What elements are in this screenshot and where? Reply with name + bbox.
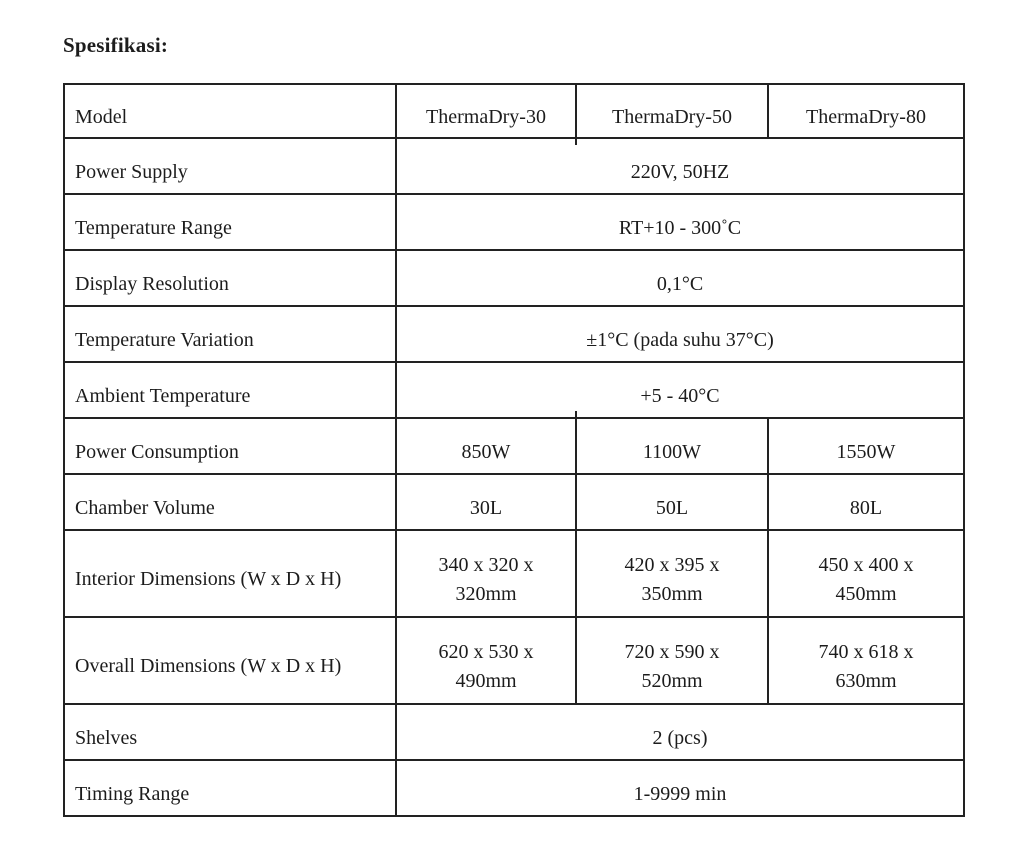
spec-value: +5 - 40°C	[395, 363, 963, 417]
table-row-overall-dimensions: Overall Dimensions (W x D x H) 620 x 530…	[65, 616, 963, 703]
spec-label: Display Resolution	[75, 272, 229, 295]
spec-value: 0,1°C	[395, 251, 963, 305]
table-row-temperature-range: Temperature Range RT+10 - 300˚C	[65, 193, 963, 249]
specification-table: Model ThermaDry-30 ThermaDry-50 ThermaDr…	[63, 83, 965, 817]
table-row-temperature-variation: Temperature Variation ±1°C (pada suhu 37…	[65, 305, 963, 361]
spec-label: Timing Range	[75, 782, 190, 805]
spec-label: Overall Dimensions (W x D x H)	[75, 655, 342, 677]
spec-label: Power Supply	[75, 160, 188, 183]
table-row-shelves: Shelves 2 (pcs)	[65, 703, 963, 759]
table-row-interior-dimensions: Interior Dimensions (W x D x H) 340 x 32…	[65, 529, 963, 616]
spec-value: 740 x 618 x 630mm	[767, 618, 963, 703]
table-row-model: Model ThermaDry-30 ThermaDry-50 ThermaDr…	[65, 85, 963, 137]
spec-value: ±1°C (pada suhu 37°C)	[395, 307, 963, 361]
spec-value: 50L	[575, 475, 767, 529]
spec-value: RT+10 - 300˚C	[395, 195, 963, 249]
spec-value: 720 x 590 x 520mm	[575, 618, 767, 703]
spec-value: 850W	[395, 419, 575, 473]
model-name: ThermaDry-30	[395, 85, 575, 137]
spec-value: 340 x 320 x 320mm	[395, 531, 575, 616]
page-title: Spesifikasi:	[63, 33, 169, 57]
spec-value: 220V, 50HZ	[395, 139, 963, 193]
spec-value: 1550W	[767, 419, 963, 473]
table-row-timing-range: Timing Range 1-9999 min	[65, 759, 963, 815]
spec-label: Ambient Temperature	[75, 384, 251, 407]
border-artifact	[575, 139, 577, 145]
spec-value: 2 (pcs)	[395, 705, 963, 759]
model-name: ThermaDry-80	[767, 85, 963, 137]
spec-label: Interior Dimensions (W x D x H)	[75, 568, 342, 590]
table-row-chamber-volume: Chamber Volume 30L 50L 80L	[65, 473, 963, 529]
border-artifact	[575, 411, 577, 417]
spec-label: Power Consumption	[75, 440, 239, 463]
spec-label: Temperature Range	[75, 216, 232, 239]
table-row-power-supply: Power Supply 220V, 50HZ	[65, 137, 963, 193]
spec-label: Shelves	[75, 726, 138, 749]
spec-label: Model	[75, 105, 128, 128]
spec-value: 450 x 400 x 450mm	[767, 531, 963, 616]
spec-value: 30L	[395, 475, 575, 529]
spec-value: 420 x 395 x 350mm	[575, 531, 767, 616]
spec-value: 80L	[767, 475, 963, 529]
table-row-ambient-temperature: Ambient Temperature +5 - 40°C	[65, 361, 963, 417]
spec-value: 1-9999 min	[395, 761, 963, 815]
model-name: ThermaDry-50	[575, 85, 767, 137]
spec-label: Temperature Variation	[75, 328, 254, 351]
table-row-power-consumption: Power Consumption 850W 1100W 1550W	[65, 417, 963, 473]
spec-label: Chamber Volume	[75, 496, 215, 519]
spec-value: 620 x 530 x 490mm	[395, 618, 575, 703]
spec-value: 1100W	[575, 419, 767, 473]
table-row-display-resolution: Display Resolution 0,1°C	[65, 249, 963, 305]
